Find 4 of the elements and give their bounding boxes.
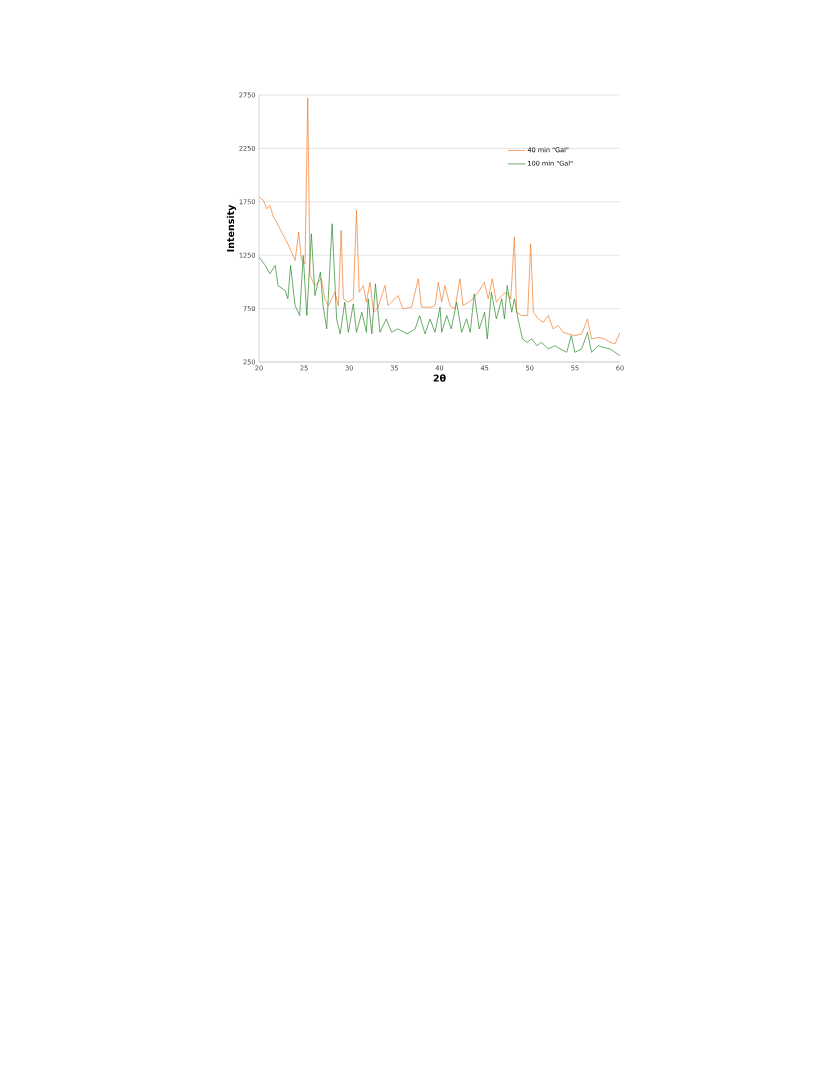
line-series (259, 223, 621, 356)
y-axis-title: Intensity (226, 204, 237, 252)
line-series (259, 97, 621, 345)
x-axis-title: 2θ (433, 374, 446, 382)
